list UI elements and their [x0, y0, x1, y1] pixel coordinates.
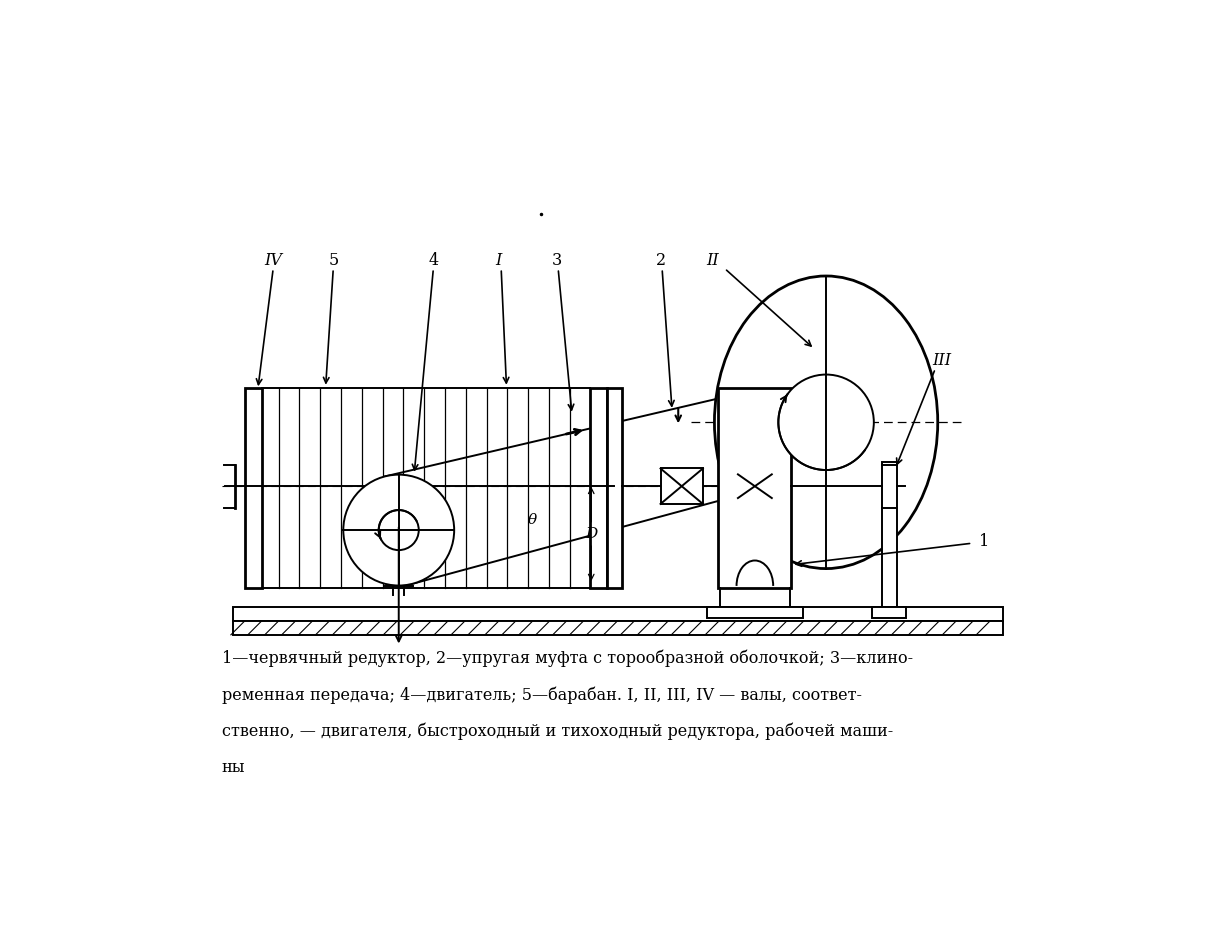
- Text: I: I: [496, 252, 502, 269]
- Bar: [660, 468, 703, 504]
- Bar: [233, 621, 1003, 635]
- Text: ны: ны: [222, 759, 245, 776]
- Text: ременная передача; 4—двигатель; 5—барабан. I, II, III, IV — валы, соответ-: ременная передача; 4—двигатель; 5—бараба…: [222, 686, 861, 704]
- Circle shape: [343, 475, 454, 586]
- Bar: [245, 388, 262, 587]
- Bar: [872, 607, 906, 618]
- Text: 2: 2: [655, 252, 665, 269]
- Bar: [606, 388, 622, 587]
- Bar: [707, 607, 802, 618]
- Circle shape: [778, 375, 873, 470]
- Text: 4: 4: [429, 252, 439, 269]
- Text: IV: IV: [265, 252, 282, 269]
- Bar: [589, 388, 606, 587]
- Bar: [718, 388, 791, 587]
- Bar: [882, 462, 897, 607]
- Text: 1: 1: [979, 534, 989, 551]
- Circle shape: [379, 510, 419, 551]
- Text: θ: θ: [528, 513, 537, 527]
- Text: ственно, — двигателя, быстроходный и тихоходный редуктора, рабочей маши-: ственно, — двигателя, быстроходный и тих…: [222, 723, 893, 740]
- Text: 5: 5: [328, 252, 338, 269]
- Ellipse shape: [714, 276, 938, 569]
- Text: D: D: [586, 527, 598, 541]
- Text: III: III: [932, 352, 951, 369]
- Text: II: II: [706, 252, 719, 269]
- Text: 3: 3: [551, 252, 562, 269]
- Text: 1—червячный редуктор, 2—упругая муфта с торообразной оболочкой; 3—клино-: 1—червячный редуктор, 2—упругая муфта с …: [222, 650, 913, 668]
- Bar: [233, 607, 1003, 621]
